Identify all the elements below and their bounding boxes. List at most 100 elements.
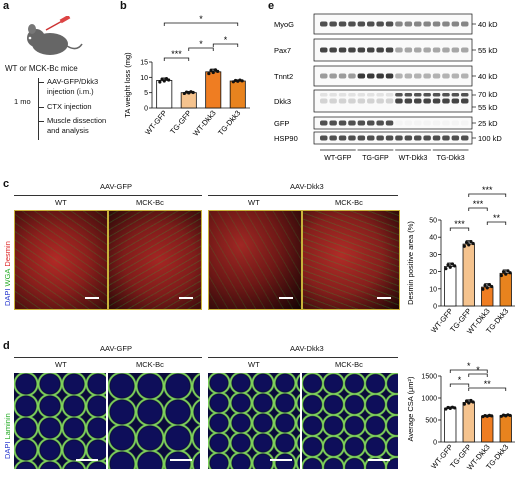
svg-text:DAPILaminin: DAPI Laminin xyxy=(3,413,12,459)
bar-WT-GFP xyxy=(444,407,457,443)
band xyxy=(320,73,328,79)
significance-bracket xyxy=(468,387,507,391)
band xyxy=(338,47,347,53)
data-point xyxy=(501,270,506,274)
y-tick-label: 1500 xyxy=(421,374,437,381)
band xyxy=(442,98,450,104)
band xyxy=(357,21,366,27)
band xyxy=(348,21,356,27)
band xyxy=(320,135,328,141)
marker-label: 40 kD xyxy=(478,72,498,81)
y-axis-label: Desmin positive area (%) xyxy=(406,221,415,305)
data-point xyxy=(471,400,475,404)
band xyxy=(423,21,431,27)
band xyxy=(395,93,403,97)
band xyxy=(404,93,413,97)
band xyxy=(451,120,460,126)
significance-label: * xyxy=(224,35,228,45)
data-point xyxy=(499,273,503,278)
significance-label: ** xyxy=(484,379,492,389)
x-tick-label: WT-Dkk3 xyxy=(191,109,218,138)
band xyxy=(367,93,375,97)
significance-label: *** xyxy=(454,219,465,229)
band xyxy=(395,135,403,141)
band xyxy=(376,135,384,141)
band xyxy=(357,93,366,97)
data-point xyxy=(487,283,492,287)
band xyxy=(338,21,347,27)
band xyxy=(432,47,441,53)
scale-bar xyxy=(170,459,192,461)
c-sub-wt2: WT xyxy=(248,198,260,207)
y-tick-label: 0 xyxy=(433,440,437,447)
scale-bar xyxy=(76,459,98,461)
band xyxy=(423,120,431,126)
y-tick-label: 50 xyxy=(429,218,437,225)
band xyxy=(357,120,366,126)
band xyxy=(367,73,375,79)
bar-TG-GFP xyxy=(462,243,475,307)
band xyxy=(357,135,366,141)
protein-label: Pax7 xyxy=(274,46,291,55)
scale-bar xyxy=(179,297,193,299)
band xyxy=(395,47,403,53)
band xyxy=(348,93,356,97)
data-point xyxy=(483,283,487,288)
data-point xyxy=(444,267,448,271)
band xyxy=(414,98,422,104)
band xyxy=(320,98,328,104)
data-point xyxy=(446,263,450,267)
band xyxy=(329,135,337,141)
micrograph-d-mck-gfp xyxy=(108,373,200,469)
y-axis-label: Average CSA (μm²) xyxy=(406,376,415,442)
y-tick-label: 0 xyxy=(144,106,148,113)
band xyxy=(432,21,441,27)
band xyxy=(451,93,460,97)
band xyxy=(367,21,375,27)
y-tick-label: 1000 xyxy=(421,396,437,403)
significance-label: ** xyxy=(493,213,501,223)
timeline-step-3b: and analysis xyxy=(47,126,89,135)
band xyxy=(414,135,422,141)
band xyxy=(338,93,347,97)
band xyxy=(414,93,422,97)
band xyxy=(395,21,403,27)
duration-label: 1 mo xyxy=(14,97,31,106)
y-tick-label: 30 xyxy=(429,252,437,259)
stain-dapi: DAPI xyxy=(3,288,12,306)
c-stain-legend: DAPIWGA Desmin xyxy=(3,241,12,306)
band xyxy=(385,120,394,126)
timeline-step-2: CTX injection xyxy=(47,102,92,111)
band xyxy=(320,47,328,53)
data-point xyxy=(448,265,452,269)
band xyxy=(338,135,347,141)
band xyxy=(320,120,328,126)
band xyxy=(338,120,347,126)
timeline-step-1b: injection (i.m.) xyxy=(47,87,94,96)
stain-wga: WGA xyxy=(3,269,12,287)
band xyxy=(404,120,413,126)
marker-label: 25 kD xyxy=(478,119,498,128)
marker-label: 40 kD xyxy=(478,20,498,29)
bar-TG-Dkk3 xyxy=(499,415,512,443)
timeline-axis xyxy=(38,78,39,140)
y-axis-label: TA weight loss (mg) xyxy=(123,52,132,118)
band xyxy=(376,120,384,126)
band xyxy=(395,120,403,126)
band xyxy=(376,98,384,104)
band xyxy=(442,47,450,53)
band xyxy=(376,21,384,27)
band xyxy=(461,73,469,79)
bar-TG-Dkk3 xyxy=(499,272,512,307)
band xyxy=(451,21,460,27)
protein-label: MyoG xyxy=(274,20,294,29)
significance-bracket xyxy=(468,373,488,377)
band xyxy=(329,73,337,79)
significance-bracket xyxy=(449,227,470,231)
panel-d-label: d xyxy=(3,340,10,352)
micrograph-c-mck-gfp xyxy=(108,210,202,310)
data-point xyxy=(209,68,213,73)
significance-bracket xyxy=(486,221,507,225)
marker-label: 70 kD xyxy=(478,90,498,99)
marker-label: 100 kD xyxy=(478,134,502,143)
